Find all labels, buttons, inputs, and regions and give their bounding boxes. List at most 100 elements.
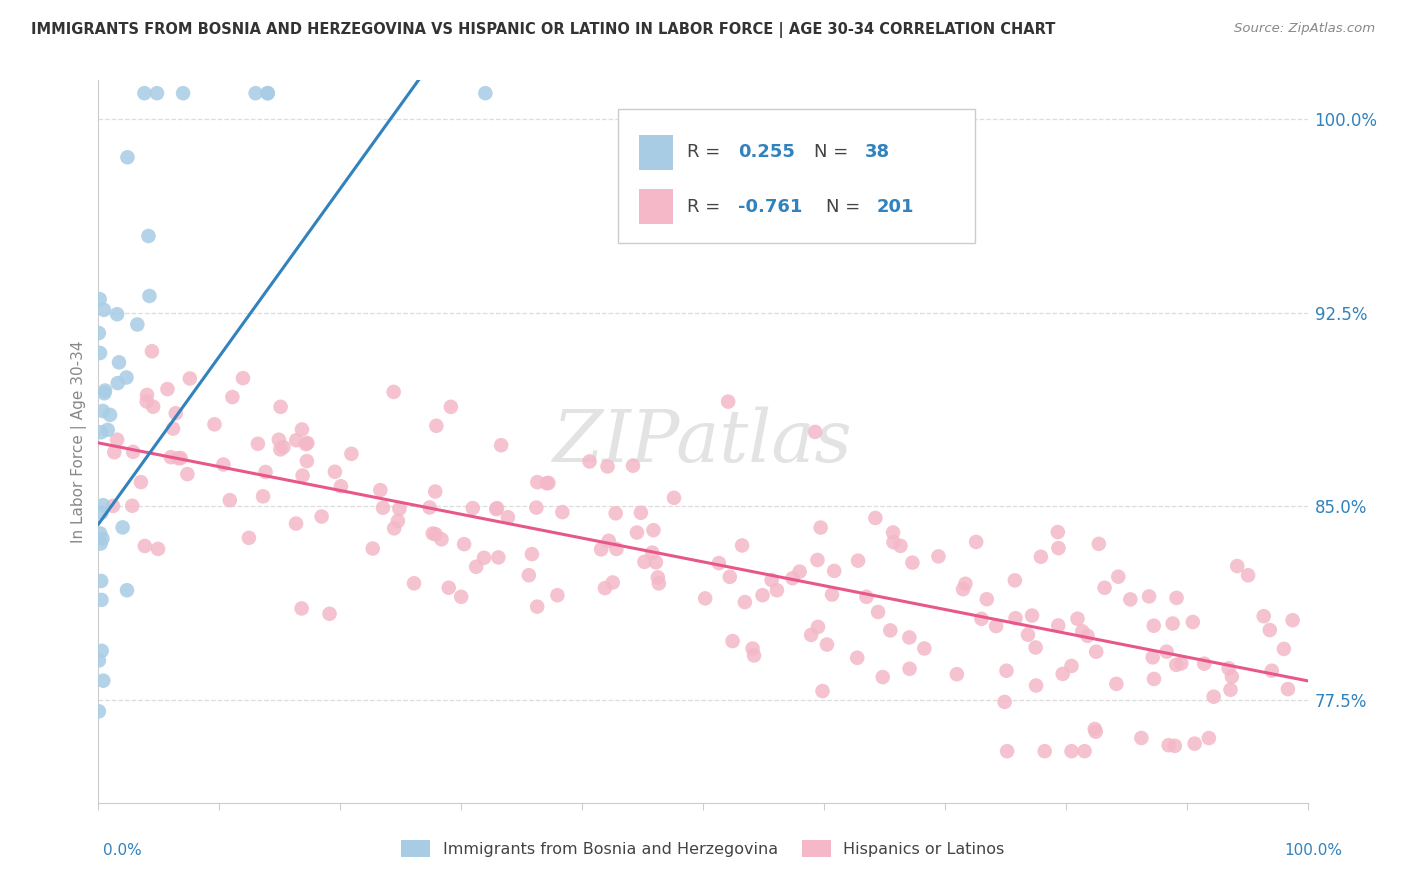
Point: [718, 570, 741, 584]
Point: [846, 554, 869, 568]
Point: [179, 371, 201, 385]
Point: [1137, 590, 1160, 604]
Point: [970, 612, 993, 626]
Point: [93, 302, 115, 317]
Point: [1258, 623, 1281, 637]
Point: [387, 514, 409, 528]
Point: [291, 422, 314, 436]
Y-axis label: In Labor Force | Age 30-34: In Labor Force | Age 30-34: [72, 340, 87, 543]
Point: [1085, 645, 1108, 659]
Point: [169, 451, 191, 466]
Point: [621, 458, 644, 473]
Point: [662, 491, 685, 505]
Point: [90, 574, 112, 588]
Point: [256, 86, 278, 100]
Point: [1143, 618, 1166, 632]
Point: [868, 605, 890, 619]
Point: [647, 570, 669, 584]
Point: [115, 583, 138, 598]
Point: [742, 648, 765, 663]
Point: [995, 664, 1018, 678]
Point: [156, 382, 179, 396]
Point: [1046, 525, 1069, 540]
Point: [879, 624, 901, 638]
Point: [898, 662, 921, 676]
Text: N =: N =: [827, 198, 866, 216]
Point: [1281, 613, 1303, 627]
Point: [87, 326, 110, 340]
Point: [94, 384, 117, 398]
Point: [1181, 615, 1204, 629]
Point: [1107, 570, 1129, 584]
Point: [437, 581, 460, 595]
Point: [419, 500, 441, 515]
Point: [1219, 682, 1241, 697]
Point: [97, 423, 120, 437]
Point: [402, 576, 425, 591]
Point: [318, 607, 340, 621]
Point: [1021, 608, 1043, 623]
Point: [134, 539, 156, 553]
Point: [270, 400, 292, 414]
Point: [721, 634, 744, 648]
Point: [1047, 618, 1070, 632]
Point: [912, 641, 935, 656]
Point: [87, 704, 110, 718]
Point: [273, 440, 295, 454]
Point: [138, 229, 160, 244]
Point: [297, 436, 319, 450]
Point: [388, 501, 411, 516]
Point: [995, 744, 1018, 758]
Point: [91, 673, 114, 688]
Point: [138, 289, 160, 303]
Point: [238, 531, 260, 545]
Point: [98, 408, 121, 422]
Point: [648, 576, 671, 591]
Point: [1017, 628, 1039, 642]
Point: [1272, 641, 1295, 656]
Point: [1166, 591, 1188, 605]
Point: [254, 465, 277, 479]
Point: [117, 150, 139, 164]
Point: [994, 695, 1017, 709]
Point: [91, 532, 114, 546]
Point: [591, 542, 613, 557]
Point: [789, 565, 811, 579]
Point: [295, 437, 318, 451]
Point: [89, 526, 111, 541]
Point: [984, 619, 1007, 633]
Point: [465, 559, 488, 574]
Point: [89, 346, 111, 360]
Point: [782, 571, 804, 585]
Point: [1004, 574, 1026, 588]
Point: [898, 631, 921, 645]
Point: [855, 590, 877, 604]
Point: [1025, 640, 1047, 655]
Point: [101, 499, 124, 513]
Point: [1060, 744, 1083, 758]
Point: [172, 86, 194, 100]
Text: R =: R =: [688, 144, 727, 161]
Point: [371, 500, 394, 515]
Point: [955, 576, 977, 591]
Point: [176, 467, 198, 482]
Point: [107, 376, 129, 390]
Point: [425, 484, 447, 499]
Point: [807, 620, 830, 634]
Point: [1130, 731, 1153, 745]
Point: [526, 599, 548, 614]
Point: [952, 582, 974, 596]
Point: [93, 386, 115, 401]
Point: [976, 592, 998, 607]
Point: [105, 307, 128, 321]
Point: [1184, 737, 1206, 751]
Point: [232, 371, 254, 385]
Point: [633, 555, 655, 569]
Point: [105, 433, 128, 447]
Point: [734, 595, 756, 609]
Point: [1119, 592, 1142, 607]
Point: [453, 537, 475, 551]
Point: [602, 575, 624, 590]
Point: [517, 568, 540, 582]
Point: [368, 483, 391, 497]
